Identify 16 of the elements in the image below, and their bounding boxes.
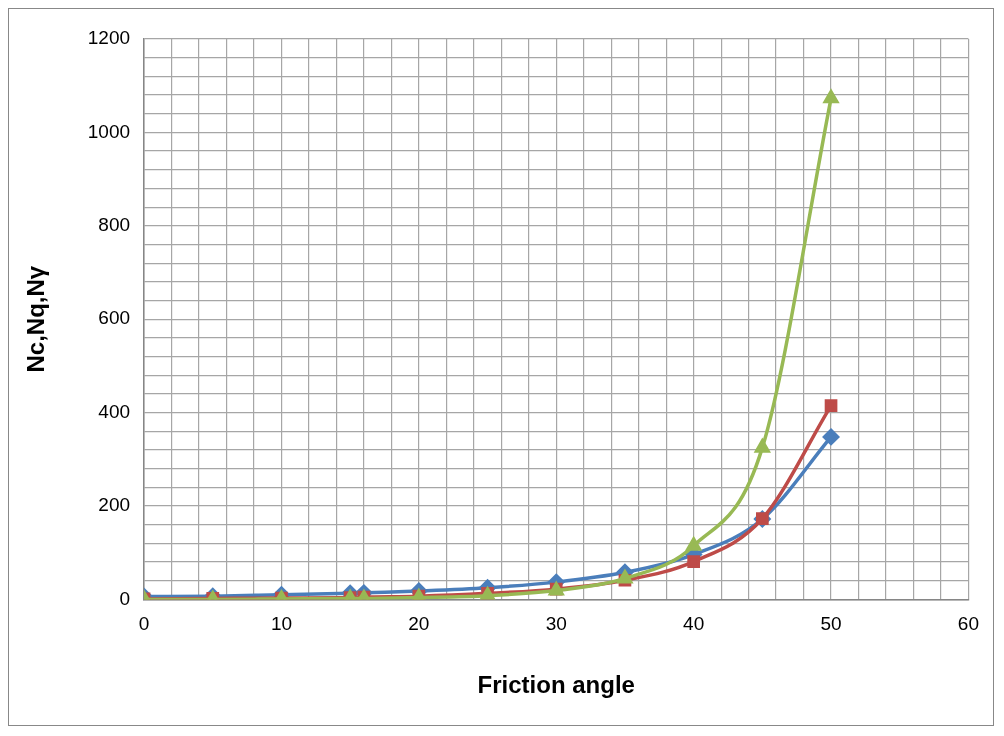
y-tick-label: 800 (98, 214, 131, 236)
x-tick-label: 10 (270, 613, 293, 635)
x-tick-label: 20 (408, 613, 430, 635)
y-tick-label: 400 (98, 400, 131, 422)
y-axis-title: Nc,Nq,Nγ (22, 265, 50, 373)
y-tick-label: 200 (98, 494, 131, 516)
x-tick-label: 0 (138, 613, 150, 635)
y-tick-label: 1000 (87, 120, 131, 142)
x-tick-label: 60 (957, 613, 979, 635)
y-tick-label: 0 (119, 587, 131, 609)
x-tick-label: 50 (820, 613, 842, 635)
x-tick-label: 40 (683, 613, 705, 635)
y-tick-label: 1200 (87, 27, 131, 49)
x-axis-title: Friction angle (477, 671, 635, 699)
y-tick-label: 600 (98, 307, 131, 329)
x-tick-label: 30 (545, 613, 567, 635)
